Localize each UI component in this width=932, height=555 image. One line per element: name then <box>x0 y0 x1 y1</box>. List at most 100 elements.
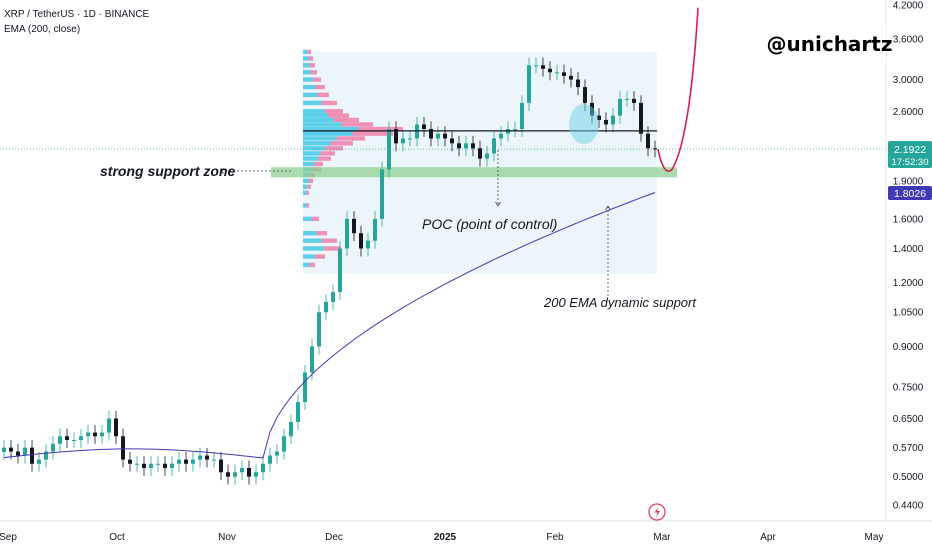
volume-profile-down <box>310 70 317 75</box>
candle-body <box>604 119 608 125</box>
price-tick-label: 3.6000 <box>893 35 924 46</box>
indicator-legend[interactable]: EMA (200, close) <box>4 24 81 35</box>
candle-body <box>632 98 636 103</box>
volume-profile-up <box>303 109 325 114</box>
candles <box>2 57 657 485</box>
volume-profile-down <box>358 126 403 132</box>
candle-body <box>317 312 321 347</box>
price-tick-label: 0.4400 <box>893 501 924 512</box>
candle-body <box>65 436 69 440</box>
volume-profile-down <box>311 216 319 222</box>
volume-profile-up <box>303 146 325 151</box>
candle-body <box>597 115 601 120</box>
candle-body <box>464 143 468 149</box>
volume-profile-down <box>318 156 331 161</box>
candle-body <box>359 233 363 249</box>
volume-profile-down <box>315 84 325 90</box>
volume-profile-down <box>330 141 353 146</box>
candle-body <box>653 148 657 150</box>
candle-body <box>9 447 13 452</box>
volume-profile-up <box>303 126 358 132</box>
volume-profile-up <box>303 56 309 61</box>
symbol-legend[interactable]: XRP / TetherUS · 1D · BINANCE <box>4 9 150 20</box>
price-tick-label: 0.5000 <box>893 472 924 483</box>
volume-profile-up <box>303 84 316 90</box>
candle-body <box>562 72 566 76</box>
price-tick-label: 4.2000 <box>893 1 924 12</box>
poc-label: POC (point of control) <box>422 216 557 232</box>
candle-body <box>93 432 97 437</box>
time-tick-label: 2025 <box>434 532 457 543</box>
candle-body <box>408 138 412 140</box>
volume-profile-down <box>308 56 313 61</box>
price-tick-label: 2.6000 <box>893 107 924 118</box>
candle-body <box>429 129 433 139</box>
volume-profile-down <box>317 92 329 98</box>
volume-profile-up <box>303 151 321 156</box>
candle-body <box>401 138 405 144</box>
time-tick-label: Apr <box>760 532 776 543</box>
candle-body <box>625 98 629 100</box>
candle-body <box>541 65 545 69</box>
candle-body <box>499 133 503 139</box>
candle-body <box>485 153 489 159</box>
ema-support-label: 200 EMA dynamic support <box>543 295 697 310</box>
time-tick-label: May <box>865 532 884 543</box>
candle-body <box>142 463 146 468</box>
candle-body <box>23 447 27 456</box>
volume-profile-up <box>303 122 342 127</box>
volume-profile-down <box>308 178 313 183</box>
volume-profile-bars <box>303 49 403 268</box>
price-tick-label: 1.0500 <box>893 308 924 319</box>
price-tick-label: 1.2000 <box>893 278 924 289</box>
candle-body <box>177 459 181 464</box>
ema-arrowhead <box>605 205 611 211</box>
volume-profile-down <box>314 161 323 167</box>
candle-body <box>51 443 55 452</box>
price-tick-label: 3.0000 <box>893 75 924 86</box>
candle-body <box>443 133 447 139</box>
price-scale[interactable]: 4.20003.60003.00002.60002.20001.90001.60… <box>893 1 924 512</box>
volume-profile-up <box>303 77 313 82</box>
volume-profile-up <box>303 156 319 161</box>
candle-body <box>373 218 377 241</box>
candle-body <box>492 138 496 154</box>
volume-profile-down <box>328 113 349 118</box>
candle-body <box>170 463 174 468</box>
volume-profile-up <box>303 161 314 167</box>
volume-profile-up <box>303 203 307 208</box>
volume-profile-up <box>303 178 309 183</box>
countdown-text: 17:52:30 <box>892 157 929 168</box>
volume-profile-down <box>316 230 327 236</box>
volume-profile-up <box>303 100 322 106</box>
lightning-icon[interactable] <box>648 503 666 521</box>
time-tick-label: Nov <box>218 532 236 543</box>
volume-profile-up <box>303 117 334 123</box>
ema-price-text: 1.8026 <box>894 188 926 200</box>
volume-profile-down <box>323 246 341 251</box>
lightning-bolt-glyph <box>654 506 660 518</box>
candle-body <box>58 436 62 444</box>
volume-profile-down <box>320 151 335 156</box>
price-tick-label: 0.7500 <box>893 382 924 393</box>
volume-profile-up <box>303 254 316 259</box>
volume-profile-down <box>352 131 393 136</box>
time-scale[interactable]: Sep Oct Nov Dec 2025 Feb Mar Apr May <box>0 532 883 543</box>
price-tick-label: 1.9000 <box>893 176 924 187</box>
volume-profile-down <box>333 117 359 123</box>
candle-body <box>471 143 475 149</box>
volume-profile-down <box>307 49 311 55</box>
volume-profile-down <box>309 262 315 268</box>
candle-body <box>247 467 251 477</box>
candle-body <box>387 129 391 170</box>
candle-body <box>121 436 125 460</box>
candle-body <box>534 65 538 67</box>
candle-body <box>436 133 440 139</box>
candle-body <box>226 472 230 477</box>
candle-body <box>646 133 650 149</box>
candle-body <box>114 418 118 437</box>
candle-body <box>457 143 461 149</box>
candle-body <box>324 301 328 313</box>
